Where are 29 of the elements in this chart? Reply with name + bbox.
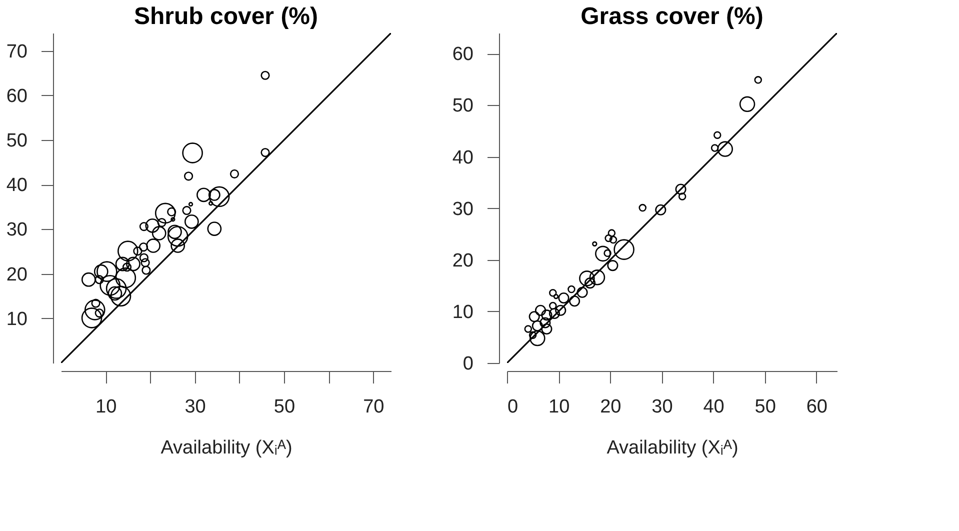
x-tick-label: 60 (806, 396, 828, 418)
y-tick-label: 0 (462, 354, 474, 374)
y-tick-label: 40 (6, 175, 28, 196)
x-tick-label: 30 (184, 396, 206, 418)
x-axis-title: Availability (Xᵢᴬ) (606, 438, 738, 458)
y-tick-label: 10 (6, 308, 28, 330)
y-tick-label: 30 (452, 198, 474, 220)
y-tick-label: 40 (452, 147, 474, 168)
x-tick-label: 70 (363, 396, 384, 418)
y-tick-label: 60 (452, 44, 474, 66)
y-tick-label: 70 (6, 41, 28, 62)
y-tick-label: 30 (6, 220, 28, 241)
y-tick-label: 20 (6, 264, 28, 286)
y-tick-label: 60 (6, 86, 28, 107)
y-tick-label: 10 (452, 302, 474, 323)
y-tick-label: 50 (6, 130, 28, 152)
x-tick-label: 20 (600, 396, 622, 418)
x-tick-label: 10 (548, 396, 570, 418)
x-tick-label: 40 (703, 396, 724, 418)
x-tick-label: 50 (754, 396, 776, 418)
x-axis-title: Availability (Xᵢᴬ) (160, 438, 292, 458)
chart-title: Shrub cover (%) (134, 3, 318, 30)
x-tick-label: 50 (274, 396, 296, 418)
x-tick-label: 0 (508, 396, 518, 418)
x-tick-label: 30 (652, 396, 673, 418)
y-tick-label: 50 (452, 96, 474, 117)
y-tick-label: 20 (452, 250, 474, 272)
x-tick-label: 10 (96, 396, 117, 418)
chart-title: Grass cover (%) (580, 3, 764, 30)
